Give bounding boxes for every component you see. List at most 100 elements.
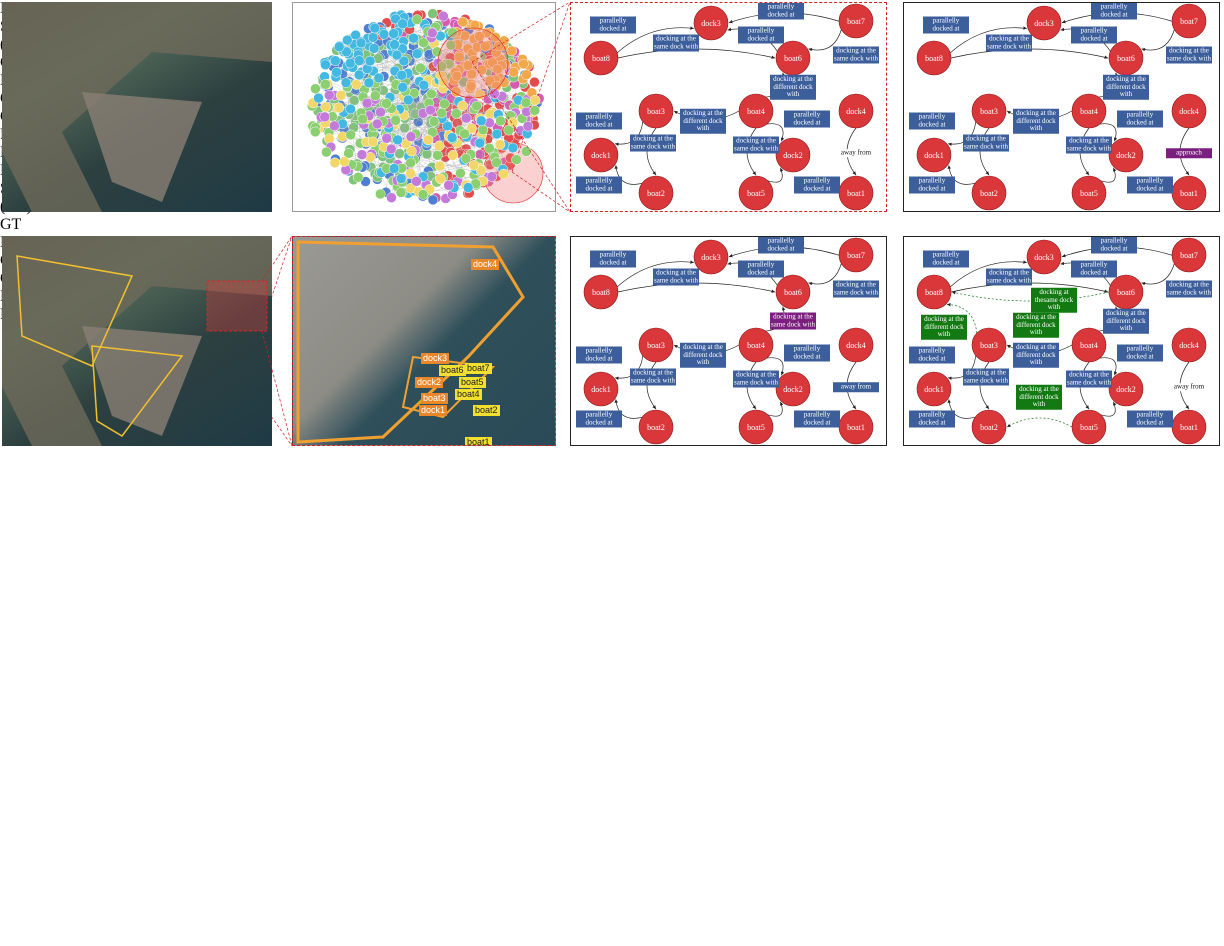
relation-label: parallelly docked at [576,176,622,194]
graph-node [363,77,375,89]
graph-node [503,124,514,136]
graph-node [353,69,365,81]
graph-node [518,58,529,70]
node-label: boat1 [1180,423,1198,432]
node-label: boat7 [847,251,865,260]
graph-node [321,146,332,158]
relation-label: parallelly docked at [590,16,636,34]
detection-label: dock2 [415,377,444,388]
graph-node [521,146,532,157]
relation-edge [646,127,657,176]
graph-node [511,154,522,165]
object-node [775,137,811,173]
object-node [775,274,811,310]
node-label: dock1 [924,151,944,160]
relation-label: docking at the same dock with [1066,370,1112,388]
land [2,2,272,212]
graph-node [343,148,354,159]
graph-node [398,55,410,67]
node-label: boat6 [1117,288,1135,297]
graph-node [506,45,518,57]
relation-label: parallelly docked at [909,346,955,364]
relation-label: docking at the same dock with [963,368,1009,386]
relation-label: parallelly docked at [1091,237,1137,254]
zoom-region [206,280,268,332]
graph-node [432,150,443,161]
relation-label: away from [833,382,879,392]
relation-edge [1099,123,1118,142]
graph-node [418,79,430,91]
node-label: dock1 [591,385,611,394]
relation-label: docking at the different dock with [1103,74,1149,100]
graph-node [324,89,335,101]
detection-label: dock1 [419,405,448,416]
relation-label: parallelly docked at [909,410,955,428]
graph-node [357,113,368,125]
graph-node [375,106,386,118]
graph-node [367,32,379,43]
detection-label: boat5 [459,377,486,388]
node-label: dock4 [1179,341,1199,350]
satellite-image [2,2,272,212]
graph-node [373,72,385,84]
graph-node [484,142,495,154]
relation-label: docking at the different dock with [1013,108,1059,134]
node-label: boat2 [980,423,998,432]
graph-node [395,187,407,198]
relation-edge [1100,167,1117,183]
graph-node [351,79,362,90]
object-node [1071,409,1107,445]
relation-label: away from [1171,382,1207,391]
node-label: boat8 [592,288,610,297]
graph-node [335,90,347,101]
graph-node [431,46,443,58]
node-label: boat4 [1080,341,1098,350]
graph-node [345,103,356,115]
graph-node [412,48,423,59]
graph-node [403,94,414,106]
graph-node [433,140,445,152]
graph-node [498,168,509,180]
graph-node [405,157,416,169]
graph-node [507,142,519,154]
graph-node [443,180,454,191]
relation-edge [949,26,1027,54]
relation-edge [767,401,784,417]
object-node [1071,93,1107,129]
graph-node [339,156,350,167]
object-node [916,40,952,76]
relation-label: parallelly docked at [576,112,622,130]
graph-edge [373,70,430,190]
detection-label: dock3 [421,353,450,364]
node-label: boat3 [980,341,998,350]
node-label: boat4 [747,341,765,350]
graph-node [397,18,408,30]
object-node [583,137,619,173]
relation-edge [766,357,785,376]
object-node [838,3,874,39]
graph-node [330,55,341,66]
relation-edge [947,399,976,419]
satellite-image [2,236,272,446]
relation-edge [766,123,785,142]
object-node [1171,3,1207,39]
graph-node [446,132,458,143]
land [2,236,272,446]
relation-label: docking at the different dock with [1016,384,1062,410]
node-label: boat1 [847,423,865,432]
object-node [638,409,674,445]
graph-node [529,105,541,116]
node-label: dock3 [701,253,721,262]
graph-node [345,129,356,141]
relation-label: parallelly docked at [1117,110,1163,128]
graph-node [406,145,417,157]
graph-node [341,46,352,58]
object-node [1171,93,1207,129]
scene-graph: dock3 boat7 boat8 boat6 boat3 boat4 dock4 dock1… [570,236,887,446]
object-node [916,274,952,310]
graph-node [378,29,390,40]
node-label: boat7 [1180,251,1198,260]
graph-node [375,188,386,200]
node-label: boat3 [980,107,998,116]
graph-edge [335,60,357,85]
